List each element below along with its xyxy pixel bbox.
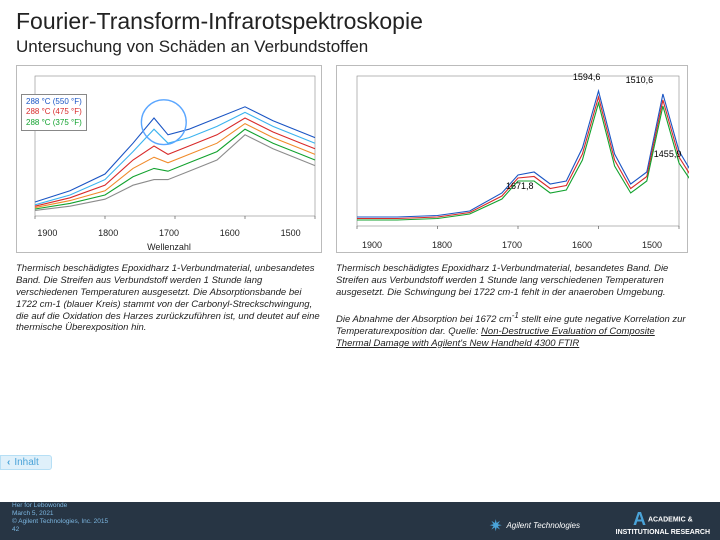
air-a-icon: A	[633, 510, 646, 529]
chart-left-xlabel: Wellenzahl	[147, 242, 191, 252]
footer-line1: Her for Lebowonde	[12, 502, 108, 510]
inhalt-button[interactable]: Inhalt	[0, 455, 52, 470]
caption-right-block1: Thermisch beschädigtes Epoxidharz 1-Verb…	[336, 263, 688, 299]
caption-sup: -1	[512, 311, 519, 320]
legend-item: 288 °C (475 °F)	[26, 107, 82, 117]
footer-line3: © Agilent Technologies, Inc. 2015	[12, 518, 108, 526]
legend-item: 288 °C (375 °F)	[26, 118, 82, 128]
page-subtitle: Untersuchung von Schäden an Verbundstoff…	[0, 37, 720, 65]
air-bottom: INSTITUTIONAL RESEARCH	[616, 529, 710, 536]
air-logo: AACADEMIC & INSTITUTIONAL RESEARCH	[616, 510, 710, 536]
air-top: ACADEMIC &	[648, 516, 693, 523]
caption-right-block2: Die Abnahme der Absorption bei 1672 cm-1…	[336, 311, 688, 350]
footer-line2: March 5, 2021	[12, 510, 108, 518]
agilent-text: Agilent Technologies	[506, 522, 580, 530]
xtick-label: 1700	[159, 228, 179, 238]
peak-label: 1455,9	[654, 149, 682, 159]
peak-label: 1594,6	[573, 72, 601, 82]
footer-line4: 42	[12, 526, 108, 534]
footer: Her for Lebowonde March 5, 2021 © Agilen…	[0, 488, 720, 540]
peak-label: 1510,6	[626, 75, 654, 85]
chart-left-xaxis: 1900 1800 1700 1600 1500	[17, 228, 321, 238]
xtick-label: 1500	[281, 228, 301, 238]
agilent-logo: ✷ Agilent Technologies	[489, 516, 580, 536]
xtick-label: 1600	[220, 228, 240, 238]
agilent-spark-icon: ✷	[489, 516, 502, 536]
chart-right-box: 19001800170016001500 1594,61510,61671,81…	[336, 65, 688, 253]
page-title: Fourier-Transform-Infrarotspektroskopie	[0, 0, 720, 37]
chart-left-box: 288 °C (550 °F)288 °C (475 °F)288 °C (37…	[16, 65, 322, 253]
peak-label: 1671,8	[506, 181, 534, 191]
footer-text: Her for Lebowonde March 5, 2021 © Agilen…	[12, 502, 108, 535]
xtick-label: 1900	[37, 228, 57, 238]
xtick-label: 1800	[98, 228, 118, 238]
caption-right-2a: Die Abnahme der Absorption bei 1672 cm	[336, 314, 512, 325]
caption-left: Thermisch beschädigtes Epoxidharz 1-Verb…	[16, 263, 322, 349]
legend-item: 288 °C (550 °F)	[26, 97, 82, 107]
chart-left-legend: 288 °C (550 °F)288 °C (475 °F)288 °C (37…	[21, 94, 87, 131]
caption-right: Thermisch beschädigtes Epoxidharz 1-Verb…	[336, 263, 688, 349]
